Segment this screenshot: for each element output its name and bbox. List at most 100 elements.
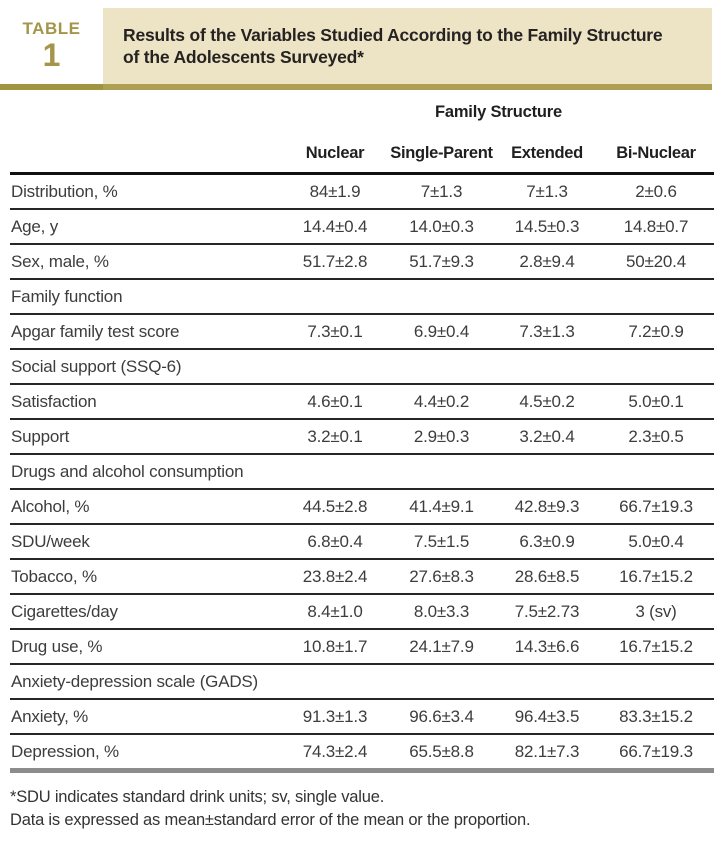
row-label: Alcohol, % xyxy=(11,496,90,516)
row-value: 6.8±0.4 xyxy=(307,531,363,551)
row-value: 66.7±19.3 xyxy=(619,496,693,516)
section-header-row: Family function xyxy=(10,280,714,315)
table-row: Cigarettes/day 8.4±1.0 8.0±3.3 7.5±2.73 3 (s… xyxy=(10,595,714,630)
row-value: 14.0±0.3 xyxy=(409,216,474,236)
row-value: 7.3±0.1 xyxy=(307,321,363,341)
table-row: Anxiety, % 91.3±1.3 96.6±3.4 96.4±3.5 83.3±1… xyxy=(10,700,714,735)
row-value: 7.5±2.73 xyxy=(514,601,580,621)
row-value: 84±1.9 xyxy=(309,181,361,201)
footnotes: *SDU indicates standard drink units; sv,… xyxy=(10,786,724,832)
table-row: Satisfaction 4.6±0.1 4.4±0.2 4.5±0.2 5.0±0.1 xyxy=(10,385,714,420)
row-value: 7±1.3 xyxy=(526,181,568,201)
table-header-band: TABLE 1 Results of the Variables Studied… xyxy=(0,0,724,90)
row-value: 7±1.3 xyxy=(420,181,463,201)
gold-divider-right-segment xyxy=(103,84,712,90)
row-label: Satisfaction xyxy=(11,391,97,411)
table-row: Sex, male, % 51.7±2.8 51.7±9.3 2.8±9.4 50±20… xyxy=(10,245,714,280)
table-row: Tobacco, % 23.8±2.4 27.6±8.3 28.6±8.5 16.7±1… xyxy=(10,560,714,595)
row-value: 4.5±0.2 xyxy=(519,391,575,411)
row-value: 10.8±1.7 xyxy=(302,636,368,656)
row-value: 4.4±0.2 xyxy=(413,391,470,411)
row-value: 91.3±1.3 xyxy=(302,706,368,726)
row-value: 96.6±3.4 xyxy=(409,706,474,726)
footnote-line: *SDU indicates standard drink units; sv,… xyxy=(10,788,385,806)
row-value: 2.3±0.5 xyxy=(628,426,684,446)
row-label: Drug use, % xyxy=(11,636,103,656)
row-label: Drugs and alcohol consumption xyxy=(11,461,244,481)
table-title-box: Results of the Variables Studied Accordi… xyxy=(103,8,712,84)
row-label: Social support (SSQ-6) xyxy=(11,356,182,376)
row-value: 96.4±3.5 xyxy=(514,706,580,726)
table-row: Apgar family test score 7.3±0.1 6.9±0.4 7.3… xyxy=(10,315,714,350)
row-label: Distribution, % xyxy=(11,181,118,201)
row-value: 8.0±3.3 xyxy=(413,601,470,621)
row-value: 2±0.6 xyxy=(635,181,677,201)
row-value: 14.8±0.7 xyxy=(623,216,689,236)
section-header-row: Anxiety-depression scale (GADS) xyxy=(10,665,714,700)
row-value: 14.3±6.6 xyxy=(514,636,580,656)
table-number-badge: TABLE 1 xyxy=(0,8,103,84)
row-value: 6.9±0.4 xyxy=(413,321,470,341)
row-value: 27.6±8.3 xyxy=(409,566,474,586)
row-value: 44.5±2.8 xyxy=(302,496,368,516)
column-header-bi-nuclear: Bi-Nuclear xyxy=(616,143,696,162)
row-value: 8.4±1.0 xyxy=(307,601,363,621)
table-badge-word: TABLE xyxy=(22,19,81,38)
column-header-single-parent: Single-Parent xyxy=(390,143,493,162)
column-header-row: Nuclear Single-Parent Extended Bi-Nuclea… xyxy=(10,134,714,175)
row-value: 42.8±9.3 xyxy=(514,496,580,516)
table-title-line2: of the Adolescents Surveyed* xyxy=(123,47,364,67)
row-value: 74.3±2.4 xyxy=(302,741,368,761)
row-label: Depression, % xyxy=(11,741,119,761)
row-label: Apgar family test score xyxy=(11,321,180,341)
row-label: Support xyxy=(11,426,70,446)
row-value: 51.7±9.3 xyxy=(409,251,474,271)
row-value: 7.5±1.5 xyxy=(413,531,470,551)
row-value: 7.2±0.9 xyxy=(628,321,684,341)
row-value: 6.3±0.9 xyxy=(519,531,575,551)
row-value: 5.0±0.1 xyxy=(628,391,684,411)
row-value: 4.6±0.1 xyxy=(307,391,363,411)
row-value: 3.2±0.1 xyxy=(307,426,363,446)
row-value: 41.4±9.1 xyxy=(409,496,474,516)
row-value: 2.9±0.3 xyxy=(413,426,470,446)
table-row: SDU/week 6.8±0.4 7.5±1.5 6.3±0.9 5.0±0.4 xyxy=(10,525,714,560)
table-title-line1: Results of the Variables Studied Accordi… xyxy=(123,25,663,45)
row-label: Sex, male, % xyxy=(11,251,109,271)
row-value: 2.8±9.4 xyxy=(519,251,575,271)
row-value: 24.1±7.9 xyxy=(409,636,474,656)
column-header-extended: Extended xyxy=(511,143,583,162)
footnote-line: Data is expressed as mean±standard error… xyxy=(10,811,531,829)
gold-divider-bar xyxy=(0,84,712,90)
row-value: 14.5±0.3 xyxy=(514,216,580,236)
table-row: Depression, % 74.3±2.4 65.5±8.8 82.1±7.3 66.… xyxy=(10,735,714,773)
row-value: 16.7±15.2 xyxy=(619,566,693,586)
table-row: Age, y 14.4±0.4 14.0±0.3 14.5±0.3 14.8±0.7 xyxy=(10,210,714,245)
table-row: Distribution, % 84±1.9 7±1.3 7±1.3 2±0.6 xyxy=(10,175,714,210)
row-label: Anxiety-depression scale (GADS) xyxy=(11,671,259,691)
row-label: Family function xyxy=(11,286,123,306)
row-value: 3 (sv) xyxy=(635,601,677,621)
row-value: 66.7±19.3 xyxy=(619,741,693,761)
row-value: 82.1±7.3 xyxy=(514,741,580,761)
table-body: Distribution, % 84±1.9 7±1.3 7±1.3 2±0.6 Age,… xyxy=(10,175,714,773)
row-value: 14.4±0.4 xyxy=(302,216,368,236)
row-value: 7.3±1.3 xyxy=(519,321,575,341)
row-value: 16.7±15.2 xyxy=(619,636,693,656)
row-label: Anxiety, % xyxy=(11,706,89,726)
row-value: 23.8±2.4 xyxy=(302,566,368,586)
row-value: 28.6±8.5 xyxy=(514,566,580,586)
table-row: Alcohol, % 44.5±2.8 41.4±9.1 42.8±9.3 66.7±1… xyxy=(10,490,714,525)
column-group-header: Family Structure xyxy=(434,102,562,121)
results-table: Family Structure Nuclear Single-Parent E… xyxy=(10,90,714,773)
table-row: Support 3.2±0.1 2.9±0.3 3.2±0.4 2.3±0.5 xyxy=(10,420,714,455)
row-label: Age, y xyxy=(11,216,58,236)
gold-divider-left-segment xyxy=(0,84,103,90)
row-label: Cigarettes/day xyxy=(11,601,118,621)
row-value: 51.7±2.8 xyxy=(302,251,368,271)
table-badge-number: 1 xyxy=(42,37,61,73)
row-value: 65.5±8.8 xyxy=(409,741,474,761)
table-row: Drug use, % 10.8±1.7 24.1±7.9 14.3±6.6 16.7±… xyxy=(10,630,714,665)
row-value: 5.0±0.4 xyxy=(628,531,684,551)
